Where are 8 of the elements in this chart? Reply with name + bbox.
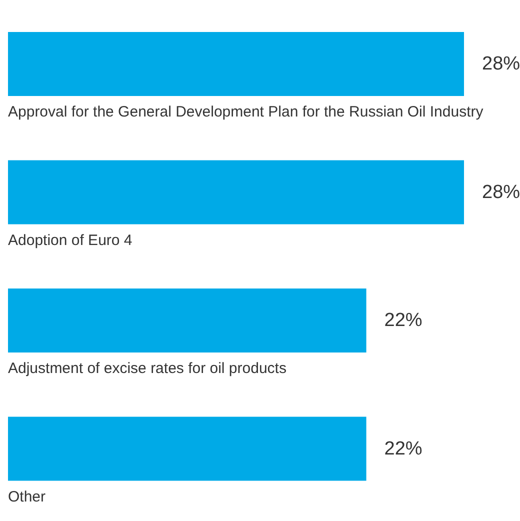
y-tick-label: Approval for the General Development Plan for the Russian Oil Industry [8, 104, 484, 121]
data-label: 28% [482, 54, 520, 74]
y-tick-label: Other [8, 488, 46, 506]
y-tick-label: Adjustment of excise rates for oil products [8, 360, 286, 378]
y-tick-label: Adoption of Euro 4 [8, 232, 132, 249]
data-label: 22% [384, 438, 422, 460]
data-label: 22% [384, 310, 422, 331]
data-label: 28% [482, 182, 520, 203]
